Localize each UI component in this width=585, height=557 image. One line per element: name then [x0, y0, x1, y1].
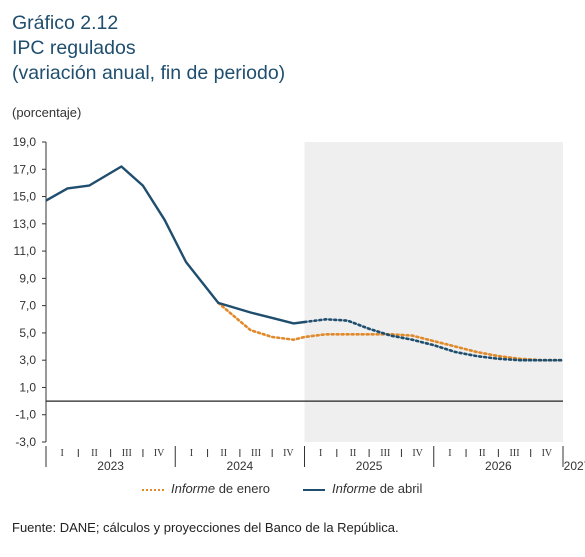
y-tick-label: -3,0	[15, 435, 36, 449]
y-tick-label: 17,0	[13, 162, 37, 176]
year-label: 2025	[356, 459, 383, 473]
quarter-label: IV	[412, 448, 423, 459]
y-tick-label: 11,0	[14, 244, 37, 258]
year-label: 2026	[485, 459, 512, 473]
projection-shaded-area	[304, 142, 563, 442]
legend-label-rest: de enero	[215, 481, 271, 496]
legend-swatch-enero	[142, 488, 164, 491]
quarter-label: I	[448, 448, 451, 459]
chart-subtitle: (variación anual, fin de periodo)	[12, 62, 286, 84]
y-tick-label: 13,0	[13, 217, 37, 231]
quarter-label: IV	[154, 448, 165, 459]
quarter-label: III	[380, 448, 390, 459]
y-axis-unit-label: (porcentaje)	[12, 105, 82, 120]
legend-item-enero: Informe de enero	[142, 481, 270, 496]
quarter-label: III	[251, 448, 261, 459]
legend-swatch-abril	[303, 488, 325, 491]
y-tick-label: 9,0	[19, 271, 36, 285]
quarter-label: I	[190, 448, 193, 459]
y-tick-label: -1,0	[15, 408, 36, 422]
quarter-label: IV	[542, 448, 553, 459]
quarter-label: II	[220, 448, 227, 459]
y-tick-label: 1,0	[19, 380, 36, 394]
quarter-label: I	[319, 448, 322, 459]
quarter-label: II	[91, 448, 98, 459]
legend-label-italic: Informe	[332, 481, 377, 496]
source-note: Fuente: DANE; cálculos y proyecciones de…	[12, 520, 399, 535]
quarter-label: IV	[283, 448, 294, 459]
y-tick-label: 15,0	[13, 190, 37, 204]
y-tick-label: 7,0	[19, 299, 36, 313]
chart-title: IPC regulados	[12, 37, 136, 59]
quarter-label: II	[479, 448, 486, 459]
series-line-enero-projection	[217, 301, 565, 362]
quarter-label: II	[350, 448, 357, 459]
y-tick-label: 3,0	[19, 353, 36, 367]
y-tick-label: 19,0	[13, 135, 37, 149]
quarter-label: III	[122, 448, 132, 459]
year-label: 2023	[97, 459, 124, 473]
legend-label-italic: Informe	[171, 481, 216, 496]
quarter-label: III	[510, 448, 520, 459]
legend-label-rest: de abril	[376, 481, 423, 496]
series-line-abril-projection	[303, 317, 565, 362]
year-label: 2024	[227, 459, 254, 473]
legend-item-abril: Informe de abril	[303, 481, 422, 496]
figure-number: Gráfico 2.12	[12, 12, 119, 34]
series-line-abril-observed	[45, 165, 305, 325]
year-label: 2027	[564, 459, 585, 473]
quarter-label: I	[60, 448, 63, 459]
y-tick-label: 5,0	[19, 326, 36, 340]
